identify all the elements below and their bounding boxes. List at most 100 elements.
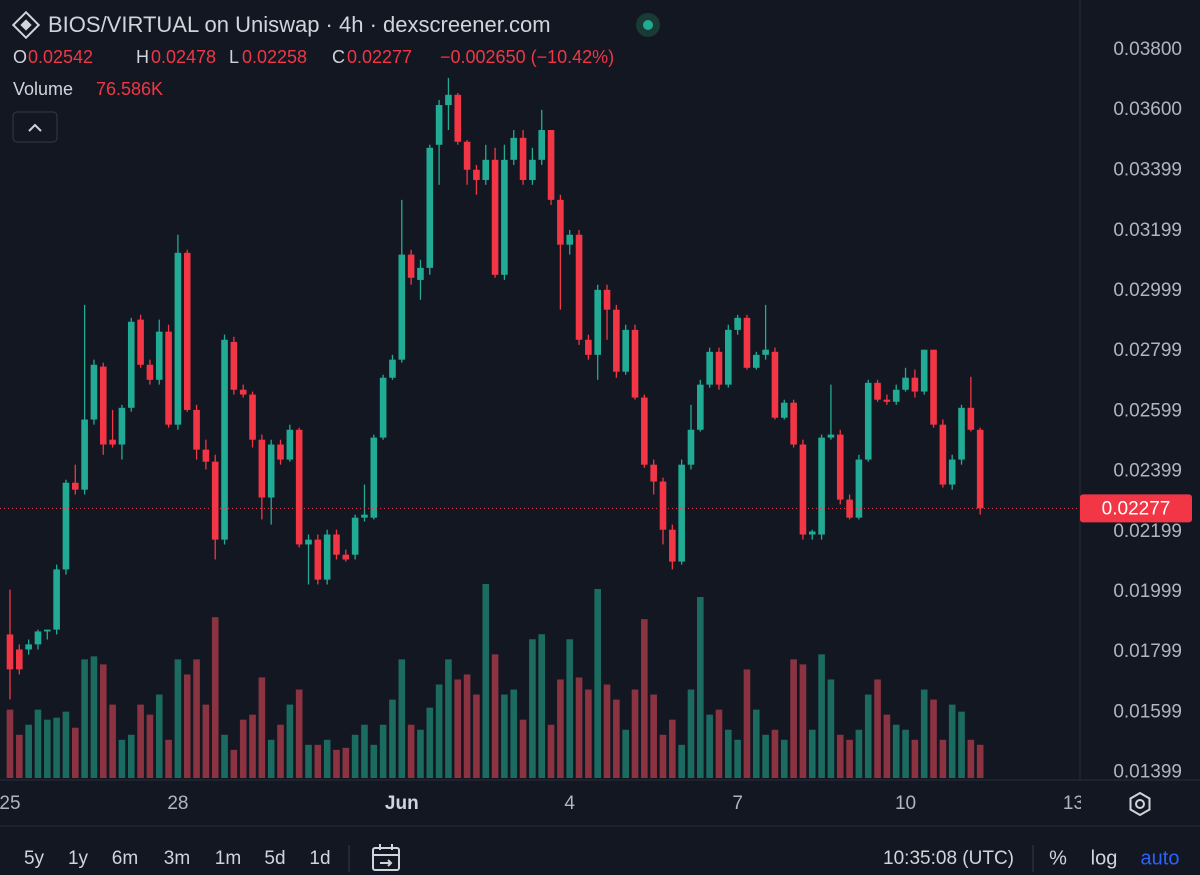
percent-toggle[interactable]: % [1049, 847, 1067, 869]
volume-bar [948, 704, 956, 778]
volume-bar [911, 739, 919, 778]
volume-bar [585, 689, 592, 778]
ohlc-key: O [13, 47, 27, 67]
volume-bar [510, 689, 518, 778]
x-tick-label: 10 [895, 793, 916, 814]
y-tick-label: 0.02999 [1113, 280, 1182, 301]
candle-body [594, 289, 601, 355]
settings-button[interactable] [1129, 791, 1151, 817]
candle-body [426, 147, 434, 268]
volume-bar [90, 656, 98, 778]
auto-toggle[interactable]: auto [1141, 847, 1180, 869]
header: BIOS/VIRTUAL on Uniswap · 4h · dexscreen… [11, 10, 660, 143]
candle-body [855, 459, 863, 518]
candle-body [613, 309, 620, 372]
range-button[interactable]: 1d [309, 848, 330, 869]
volume-bar [678, 744, 685, 778]
volume-bar [939, 739, 947, 778]
candle-body [519, 137, 527, 180]
candle-body [697, 384, 704, 430]
volume-bar [6, 709, 14, 778]
volume-bar [221, 734, 228, 778]
volume-bar [771, 729, 779, 778]
volume-bar [305, 744, 312, 778]
volume-bar [603, 684, 611, 778]
candle-body [976, 429, 984, 509]
y-tick-label: 0.03800 [1113, 39, 1182, 60]
candle-body [118, 407, 126, 445]
volume-bar [295, 689, 303, 778]
candle-body [557, 199, 564, 245]
x-tick-label: 25 [0, 793, 21, 814]
volume-bar [734, 739, 741, 778]
candle-body [958, 407, 965, 460]
range-button[interactable]: 5y [24, 848, 45, 869]
candle-body [146, 364, 154, 380]
candle-body [659, 481, 667, 530]
candle-body [547, 130, 555, 200]
candle-body [771, 351, 779, 418]
candle-body [762, 349, 769, 355]
volume-bar [34, 709, 42, 778]
volume-bar [351, 734, 359, 778]
volume-bar [202, 704, 210, 778]
candle-body [249, 394, 256, 440]
x-tick-label: 28 [167, 793, 188, 814]
range-button[interactable]: 1m [215, 848, 241, 869]
candle-body [818, 437, 825, 535]
range-button[interactable]: 1y [68, 848, 89, 869]
volume-bar [669, 719, 676, 778]
volume-bar [725, 729, 732, 778]
ohlc-key: H [136, 47, 149, 67]
candle-body [277, 444, 284, 460]
axis-cover [1081, 781, 1200, 825]
volume-bar [239, 719, 247, 778]
candle-body [407, 254, 415, 278]
volume-bar [118, 739, 126, 778]
candle-body [435, 105, 443, 145]
volume-bar [650, 694, 657, 778]
volume-bar [174, 659, 182, 778]
log-toggle[interactable]: log [1091, 847, 1118, 869]
candle-body [650, 464, 657, 482]
y-tick-label: 0.01599 [1113, 701, 1182, 722]
candle-body [99, 366, 107, 445]
range-button[interactable]: 3m [164, 848, 190, 869]
collapse-button[interactable] [12, 111, 58, 143]
title: BIOS/VIRTUAL on Uniswap · 4h · dexscreen… [48, 12, 551, 37]
x-tick-label: Jun [385, 793, 419, 814]
candle-body [333, 534, 340, 555]
candle-body [25, 644, 32, 650]
candle-body [174, 252, 182, 425]
candle-body [603, 289, 611, 310]
candle-body [752, 354, 760, 368]
status-dot [643, 20, 653, 30]
candle-body [566, 234, 574, 245]
candle-body [62, 482, 70, 570]
range-button[interactable]: 6m [112, 848, 138, 869]
ohlc-value: 0.02277 [347, 47, 412, 67]
candle-body [920, 349, 928, 392]
candle-body [351, 517, 359, 555]
ohlc-value: 0.02478 [151, 47, 216, 67]
candle-body [71, 482, 79, 490]
volume-bar [333, 749, 340, 778]
volume-bar [575, 677, 583, 778]
range-button[interactable]: 5d [264, 848, 285, 869]
volume-bar [389, 699, 396, 778]
y-tick-label: 0.02199 [1113, 521, 1182, 542]
candle-body [883, 399, 891, 402]
y-tick-label: 0.03199 [1113, 220, 1182, 241]
volume-bar [864, 694, 872, 778]
volume-bar [258, 677, 266, 778]
candle-body [930, 349, 937, 425]
date-range-button[interactable] [372, 844, 400, 871]
volume-bar [538, 634, 546, 778]
candle-body [314, 539, 322, 580]
volume-bar [109, 704, 116, 778]
volume-bar [193, 659, 200, 778]
candle-body [874, 382, 881, 400]
candle-body [90, 364, 98, 420]
volume-key: Volume [13, 79, 73, 99]
volume-bar [697, 597, 704, 778]
